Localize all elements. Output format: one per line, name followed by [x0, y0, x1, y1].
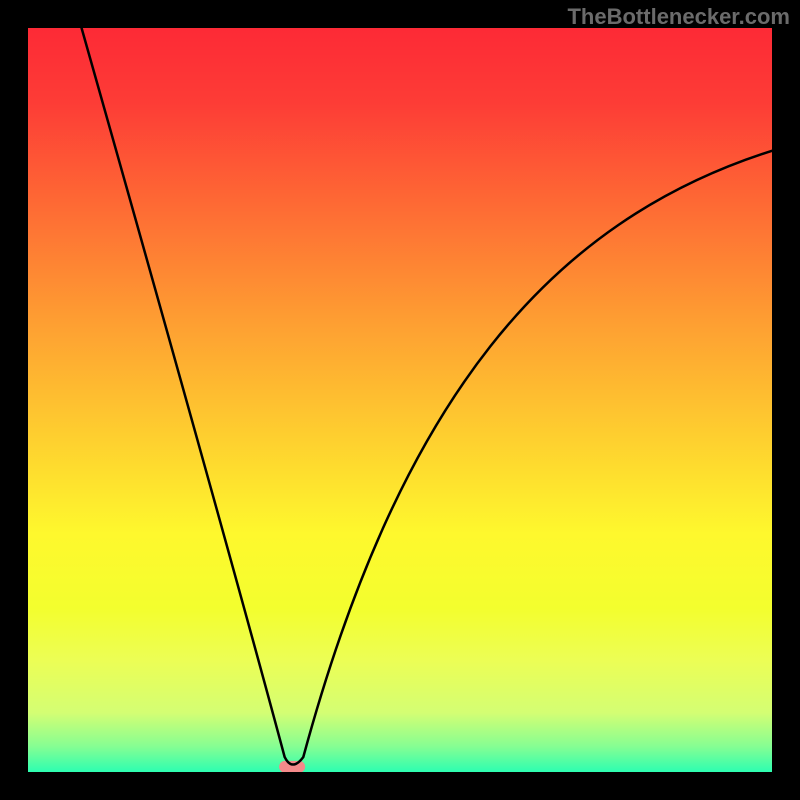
apex-marker: [279, 761, 305, 772]
chart-container: TheBottlenecker.com: [0, 0, 800, 800]
gradient-background: [28, 28, 772, 772]
bottleneck-chart-svg: [28, 28, 772, 772]
watermark-text: TheBottlenecker.com: [567, 4, 790, 30]
plot-area: [28, 28, 772, 772]
